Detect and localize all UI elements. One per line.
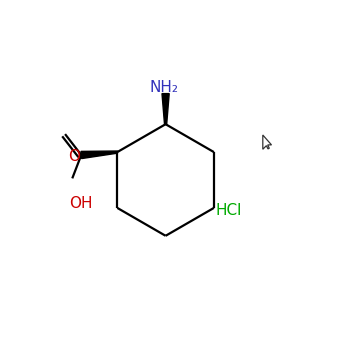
Text: OH: OH (69, 196, 93, 211)
Text: NH₂: NH₂ (149, 80, 178, 95)
Polygon shape (81, 151, 117, 158)
Polygon shape (162, 94, 169, 124)
Text: O: O (68, 149, 80, 164)
Polygon shape (263, 135, 271, 149)
Text: HCl: HCl (215, 203, 242, 218)
